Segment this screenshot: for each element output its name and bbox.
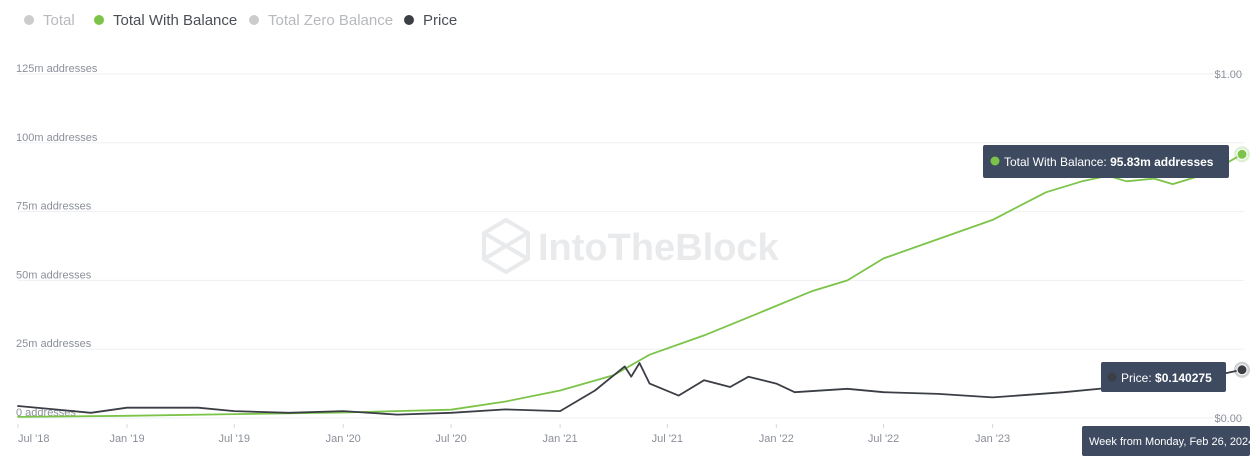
tooltip-date-bg [1082, 426, 1250, 456]
gridlines [18, 73, 1244, 419]
legend-item-total-with-balance[interactable]: Total With Balance [94, 12, 237, 29]
series-lines [17, 153, 1243, 418]
marker-price [1236, 364, 1248, 376]
tooltip-date-text: Week from Monday, Feb 26, 2024 [1089, 436, 1254, 448]
tooltip-balance-text: Total With Balance: 95.83m addresses [1004, 155, 1214, 169]
legend-price-label: Price [423, 12, 457, 29]
legend-item-total[interactable]: Total [24, 12, 75, 29]
tooltip-balance-bg [983, 145, 1229, 178]
legend-total-swatch [24, 15, 34, 25]
y-left-tick-label: 100m addresses [16, 132, 98, 144]
legend-total-with-balance-swatch [94, 15, 104, 25]
tooltip-balance: Total With Balance: 95.83m addresses [983, 145, 1229, 178]
intotheblock-logo-icon [482, 217, 530, 275]
x-tick-label: Jan '22 [759, 433, 794, 445]
series-line-total-with-balance [17, 153, 1243, 418]
watermark-text: IntoTheBlock [538, 227, 780, 269]
legend[interactable]: Total Total With Balance Total Zero Balanc… [24, 12, 457, 29]
watermark: IntoTheBlock [482, 217, 780, 275]
y-left-tick-label: 25m addresses [16, 338, 92, 350]
y-right-tick-label: $1.00 [1214, 69, 1242, 81]
x-tick-label: Jul '22 [868, 433, 899, 445]
legend-total-zero-balance-label: Total Zero Balance [268, 12, 393, 29]
y-left-tick-label: 75m addresses [16, 201, 92, 213]
hover-markers [1234, 146, 1250, 378]
x-axis: Jul '18 Jan '19 Jul '19 Jan '20 Jul '20 Jan '… [17, 424, 1010, 445]
x-tick-label: Jan '19 [109, 433, 144, 445]
y-axis-right: $0.00 $1.00 [1214, 69, 1242, 425]
x-tick-label: Jan '23 [975, 433, 1010, 445]
x-tick-label: Jan '20 [326, 433, 361, 445]
legend-price-swatch [404, 15, 414, 25]
legend-total-zero-balance-swatch [249, 15, 259, 25]
tooltip-price-bg [1101, 362, 1226, 392]
legend-total-label: Total [43, 12, 75, 29]
y-left-tick-label: 50m addresses [16, 269, 92, 281]
x-tick-label: Jul '20 [435, 433, 466, 445]
y-right-tick-label: $0.00 [1214, 413, 1242, 425]
x-tick-label: Jul '21 [652, 433, 683, 445]
tooltip-price: Price: $0.140275 [1101, 362, 1226, 392]
tooltip-price-text: Price: $0.140275 [1121, 371, 1212, 385]
y-left-tick-label: 125m addresses [16, 63, 98, 75]
marker-total-with-balance [1236, 148, 1248, 160]
legend-item-total-zero-balance[interactable]: Total Zero Balance [249, 12, 393, 29]
series-line-price [17, 362, 1243, 416]
tooltip-date: Week from Monday, Feb 26, 2024 [1082, 426, 1254, 456]
x-tick-label: Jan '21 [543, 433, 578, 445]
x-tick-label: Jul '19 [219, 433, 250, 445]
tooltip-balance-swatch [990, 156, 1000, 166]
tooltip-price-swatch [1107, 372, 1117, 382]
legend-item-price[interactable]: Price [404, 12, 457, 29]
legend-total-with-balance-label: Total With Balance [113, 12, 237, 29]
x-tick-label: Jul '18 [18, 433, 49, 445]
